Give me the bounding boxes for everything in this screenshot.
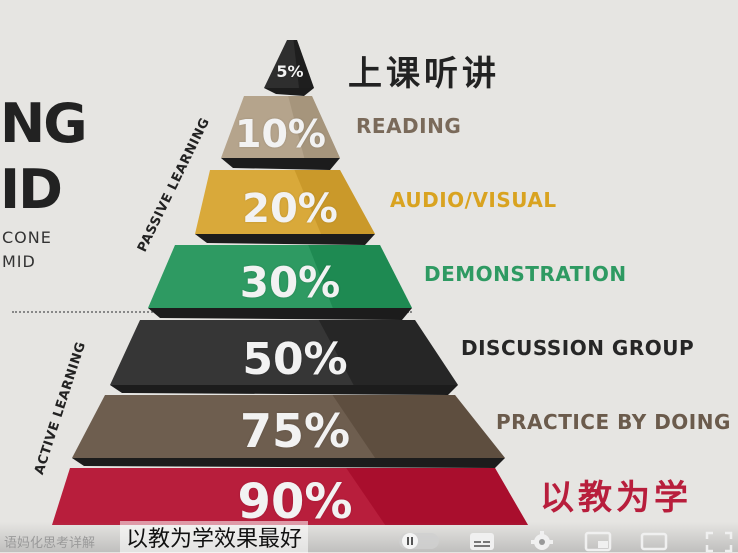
tier-pct-7: 90% [237,474,353,530]
caption-text: 以教为学效果最好 [120,521,309,553]
gear-icon[interactable] [528,530,556,552]
tier-pct-5: 50% [242,334,348,385]
tier-pct-1: 5% [276,62,304,81]
tier-label-reading: READING [356,114,462,138]
pyramid-gap-5 [110,385,458,395]
pyramid-gap-3 [195,234,375,245]
pyramid-tier-shade-2 [288,96,340,158]
pyramid-tier-shade-1 [293,40,314,88]
tier-label-audio-visual: AUDIO/VISUAL [390,188,557,212]
tier-label-lecture: 上课听讲 [348,54,500,94]
theater-icon[interactable] [640,530,668,552]
video-player-controls [0,522,738,552]
tier-label-discussion-group: DISCUSSION GROUP [461,336,695,360]
pyramid-tier-shade-3 [294,170,375,234]
pyramid-gap-2 [221,158,340,170]
pyramid-gap-4 [148,308,412,320]
pyramid-tier-shade-7 [346,468,528,525]
title-fragment-2: ID [0,158,63,221]
tier-label-teach-others: 以教为学 [540,478,692,518]
pause-toggle-icon[interactable] [398,530,440,552]
tier-label-demonstration: DEMONSTRATION [424,262,627,286]
tier-pct-4: 30% [239,258,341,307]
tier-pct-6: 75% [239,404,351,458]
subtitles-icon[interactable] [468,530,496,552]
pyramid-tier-shade-5 [318,320,458,385]
channel-watermark: 语妈化思考详解 [4,536,96,551]
subtitle-fragment-1: CONE [2,228,52,247]
subtitle-fragment-2: MID [2,252,36,271]
fullscreen-icon[interactable] [704,530,734,552]
pyramid-gap-6 [72,458,505,468]
tier-label-practice-by-doing: PRACTICE BY DOING [496,410,731,434]
pyramid-tier-shade-4 [308,245,412,308]
tier-pct-2: 10% [235,112,326,156]
pyramid-tier-shade-6 [332,395,505,458]
title-fragment-1: NG [0,92,88,155]
pyramid-gap-1 [264,88,314,96]
tier-pct-3: 20% [242,186,338,232]
miniplayer-icon[interactable] [584,530,612,552]
